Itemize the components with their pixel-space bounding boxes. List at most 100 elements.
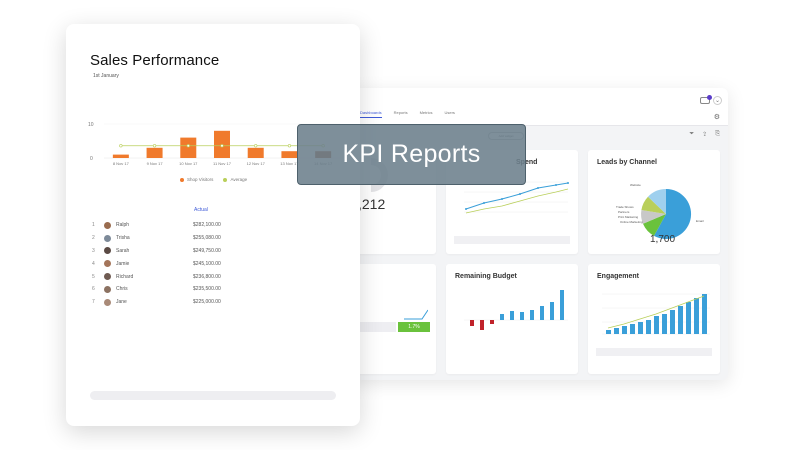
average-point [287, 144, 292, 148]
table-row: 7 Jane $225,000.00 [92, 296, 332, 309]
avatar [104, 285, 111, 293]
rep-name: Jamie [116, 260, 130, 267]
x-tick-label: 8 Nov 17 [113, 161, 130, 166]
pie-label: Trade Shows [616, 205, 634, 209]
rep-name: Ralph [116, 222, 130, 229]
rank: 1 [92, 222, 95, 229]
card-title: Spend [516, 159, 538, 166]
page-title: Sales Performance [90, 52, 220, 69]
pie-label: Email [696, 219, 704, 223]
average-point [220, 144, 224, 148]
engagement-bar-chart [602, 293, 710, 335]
sales-report-page: Sales Performance 1st January 10 0 8 Nov 1… [66, 24, 360, 426]
card-title: Engagement [597, 273, 640, 280]
share-icon[interactable]: ⇪ [702, 132, 708, 138]
nav-reports[interactable]: Reports [393, 110, 408, 115]
bar [146, 147, 163, 158]
x-tick-label: 9 Nov 17 [147, 161, 164, 166]
export-icon[interactable]: ⎘ [715, 131, 720, 137]
avatar [104, 273, 111, 281]
budget-bar-chart [464, 290, 568, 330]
legend-swatch [223, 177, 228, 182]
dashboard-header: Dashboards Reports Metrics Users ⌄ ⚙ [352, 88, 728, 126]
rank: 7 [92, 299, 95, 306]
ranking-table: 1 Ralph $282,100.00 2 Trisha $255,080.00 3 Sa… [92, 219, 332, 309]
pie-label: Website [630, 183, 641, 187]
rep-amount: $225,000.00 [193, 299, 221, 306]
avatar [104, 298, 111, 306]
horizontal-scrollbar[interactable] [90, 391, 336, 400]
rep-name: Trisha [116, 235, 130, 242]
card-title: Leads by Channel [597, 159, 657, 166]
leads-pie-chart: Website Email Trade Shows Partners Print… [616, 183, 704, 239]
table-row: 4 Jamie $245,100.00 [92, 257, 332, 270]
bar [281, 151, 298, 158]
legend-item: Average [223, 177, 247, 182]
legend-label: Shop Visitors [187, 177, 214, 182]
card-title: Remaining Budget [455, 273, 517, 280]
chart-legend: Shop Visitors Average [180, 177, 247, 182]
average-point [119, 144, 123, 148]
nav-metrics[interactable]: Metrics [419, 110, 433, 115]
nav-users[interactable]: Users [444, 110, 455, 115]
card-footnote [454, 236, 570, 244]
leads-total: 1,700 [650, 234, 676, 245]
gear-icon[interactable]: ⚙ [713, 114, 720, 121]
chevron-down-icon[interactable]: ⌄ [713, 96, 722, 105]
rep-amount: $235,500.00 [193, 286, 221, 293]
card-remaining-budget[interactable]: Remaining Budget [446, 264, 578, 374]
gauge-value: ,212 [358, 196, 386, 212]
legend-swatch [180, 177, 184, 182]
rank: 6 [92, 286, 95, 293]
toolbar-icons: ⏷ ⇪ ⎘ [689, 131, 720, 138]
table-row: 1 Ralph $282,100.00 [92, 219, 332, 232]
table-row: 3 Sarah $249,750.00 [92, 245, 332, 258]
bar [247, 147, 264, 158]
avatar [104, 221, 111, 229]
dashboard-nav: Dashboards Reports Metrics Users [360, 110, 455, 118]
y-tick-label: 0 [90, 156, 93, 162]
chat-icon[interactable] [700, 95, 712, 104]
x-tick-label: 11 Nov 17 [213, 161, 232, 166]
bar [180, 137, 197, 158]
table-row: 2 Trisha $255,080.00 [92, 232, 332, 245]
rank: 4 [92, 260, 95, 267]
progress-track [352, 322, 396, 332]
rep-name: Richard [116, 273, 134, 280]
rep-name: Chris [116, 286, 128, 293]
rank: 5 [92, 273, 95, 280]
card-leads-by-channel[interactable]: Leads by Channel Website Email Trade Sho… [588, 150, 720, 254]
avatar [104, 260, 111, 268]
average-point [152, 144, 157, 148]
pie-label: Partners [618, 210, 630, 214]
rep-amount: $236,800.00 [193, 273, 221, 280]
average-point [254, 144, 258, 148]
legend-label: Average [230, 177, 248, 182]
notification-dot-icon [707, 95, 712, 100]
kpi-title: KPI Reports [342, 140, 481, 168]
card-footnote [596, 348, 712, 356]
bar [112, 154, 129, 158]
table-row: 5 Richard $236,800.00 [92, 270, 332, 283]
avatar [104, 247, 111, 255]
average-point [186, 144, 190, 148]
report-date: 1st January [93, 73, 119, 79]
dashboard-window: Dashboards Reports Metrics Users ⌄ ⚙ Add… [352, 88, 728, 380]
rep-amount: $282,100.00 [193, 222, 221, 229]
table-row: 6 Chris $235,500.00 [92, 283, 332, 296]
change-badge: 1.7% [398, 322, 430, 332]
x-tick-label: 13 Nov 17 [280, 161, 299, 166]
rep-amount: $249,750.00 [193, 247, 221, 254]
nav-dashboards[interactable]: Dashboards [360, 110, 382, 118]
rep-name: Sarah [116, 247, 130, 254]
rep-name: Jane [116, 299, 127, 306]
card-target[interactable]: t 1.7% [352, 264, 436, 374]
pie-label: Print Marketing [618, 215, 639, 219]
filter-icon[interactable]: ⏷ [689, 131, 695, 137]
card-engagement[interactable]: Engagement [588, 264, 720, 374]
mini-line-chart [404, 309, 428, 320]
rep-amount: $245,100.00 [193, 260, 221, 267]
column-header-actual: Actual [194, 207, 208, 213]
avatar [104, 234, 111, 242]
